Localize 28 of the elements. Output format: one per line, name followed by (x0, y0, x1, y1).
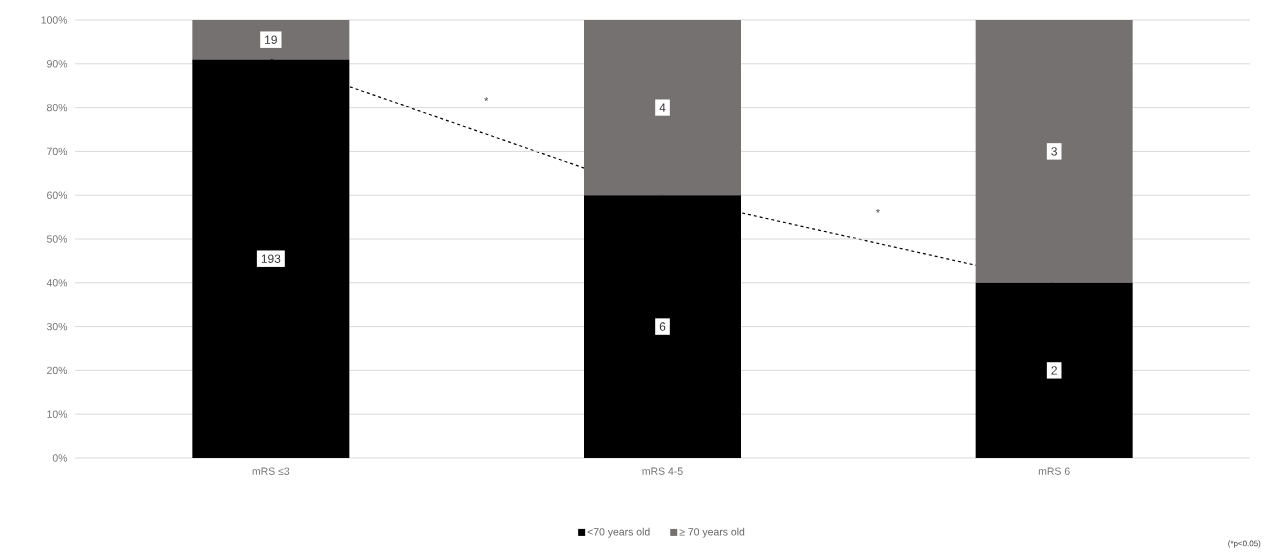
y-tick-label: 10% (47, 410, 68, 418)
y-tick-label: 50% (46, 235, 68, 243)
annotation: 6 (659, 322, 666, 331)
bar (975, 282, 1133, 458)
y-tick-label: 100% (41, 16, 68, 24)
y-tick-label: 0% (52, 454, 68, 462)
annotation: 19 (265, 35, 277, 44)
legend-label: ≥ 70 years old (679, 527, 745, 538)
bar (975, 19, 1133, 283)
annotation: 3 (1051, 147, 1057, 156)
annotation: 4 (659, 103, 666, 112)
x-tick-label: mRS 6 (1038, 467, 1070, 475)
annotation: 2 (1051, 366, 1057, 375)
x-tick-label: mRS 4-5 (642, 467, 683, 475)
y-tick-label: 40% (46, 279, 68, 287)
y-tick-label: 60% (47, 191, 68, 199)
x-tick-label: mRS ≤3 (252, 467, 290, 475)
annotation: * (484, 97, 489, 102)
y-tick-label: 30% (46, 322, 68, 331)
bar (584, 19, 741, 196)
bar (192, 19, 350, 60)
legend-label: <70 years old (587, 527, 650, 538)
y-tick-label: 80% (47, 103, 68, 112)
annotation: 193 (261, 254, 281, 263)
y-tick-label: 70% (47, 147, 68, 156)
annotation: * (875, 208, 880, 213)
y-tick-label: 90% (47, 60, 68, 68)
y-tick-label: 20% (47, 366, 68, 375)
